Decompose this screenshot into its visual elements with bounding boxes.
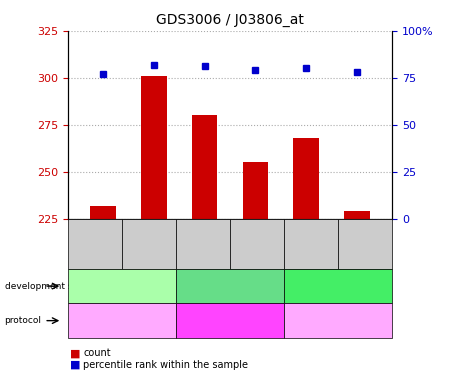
Text: dissected PD 0 ovarie
s, cultured for 1 wk: dissected PD 0 ovarie s, cultured for 1 …: [297, 311, 380, 330]
Text: GSM237015: GSM237015: [198, 221, 207, 267]
Text: GSM237017: GSM237017: [307, 221, 316, 267]
Text: GSM237014: GSM237014: [144, 221, 153, 267]
Text: ■: ■: [70, 348, 80, 358]
Text: primary follicles: primary follicles: [302, 281, 375, 291]
Text: protocol: protocol: [5, 316, 41, 325]
Text: count: count: [83, 348, 111, 358]
Bar: [141, 76, 166, 219]
Text: dissected PD 0
ovaries: dissected PD 0 ovaries: [93, 311, 150, 330]
Text: percentile rank within the sample: percentile rank within the sample: [83, 360, 249, 370]
Bar: [192, 115, 217, 219]
Bar: [243, 162, 268, 219]
Bar: [294, 138, 319, 219]
Text: primordial follicles: primordial follicles: [188, 281, 272, 291]
Text: development stage: development stage: [5, 281, 92, 291]
Text: GSM237013: GSM237013: [90, 221, 99, 267]
Title: GDS3006 / J03806_at: GDS3006 / J03806_at: [156, 13, 304, 27]
Text: GSM237016: GSM237016: [253, 221, 262, 267]
Text: dissected PD 4
ovaries: dissected PD 4 ovaries: [189, 310, 271, 331]
Text: ■: ■: [70, 360, 80, 370]
Text: GSM237018: GSM237018: [361, 221, 370, 267]
Text: unassembled
follicles: unassembled follicles: [92, 276, 152, 296]
Bar: [344, 211, 369, 219]
Bar: [91, 206, 116, 219]
